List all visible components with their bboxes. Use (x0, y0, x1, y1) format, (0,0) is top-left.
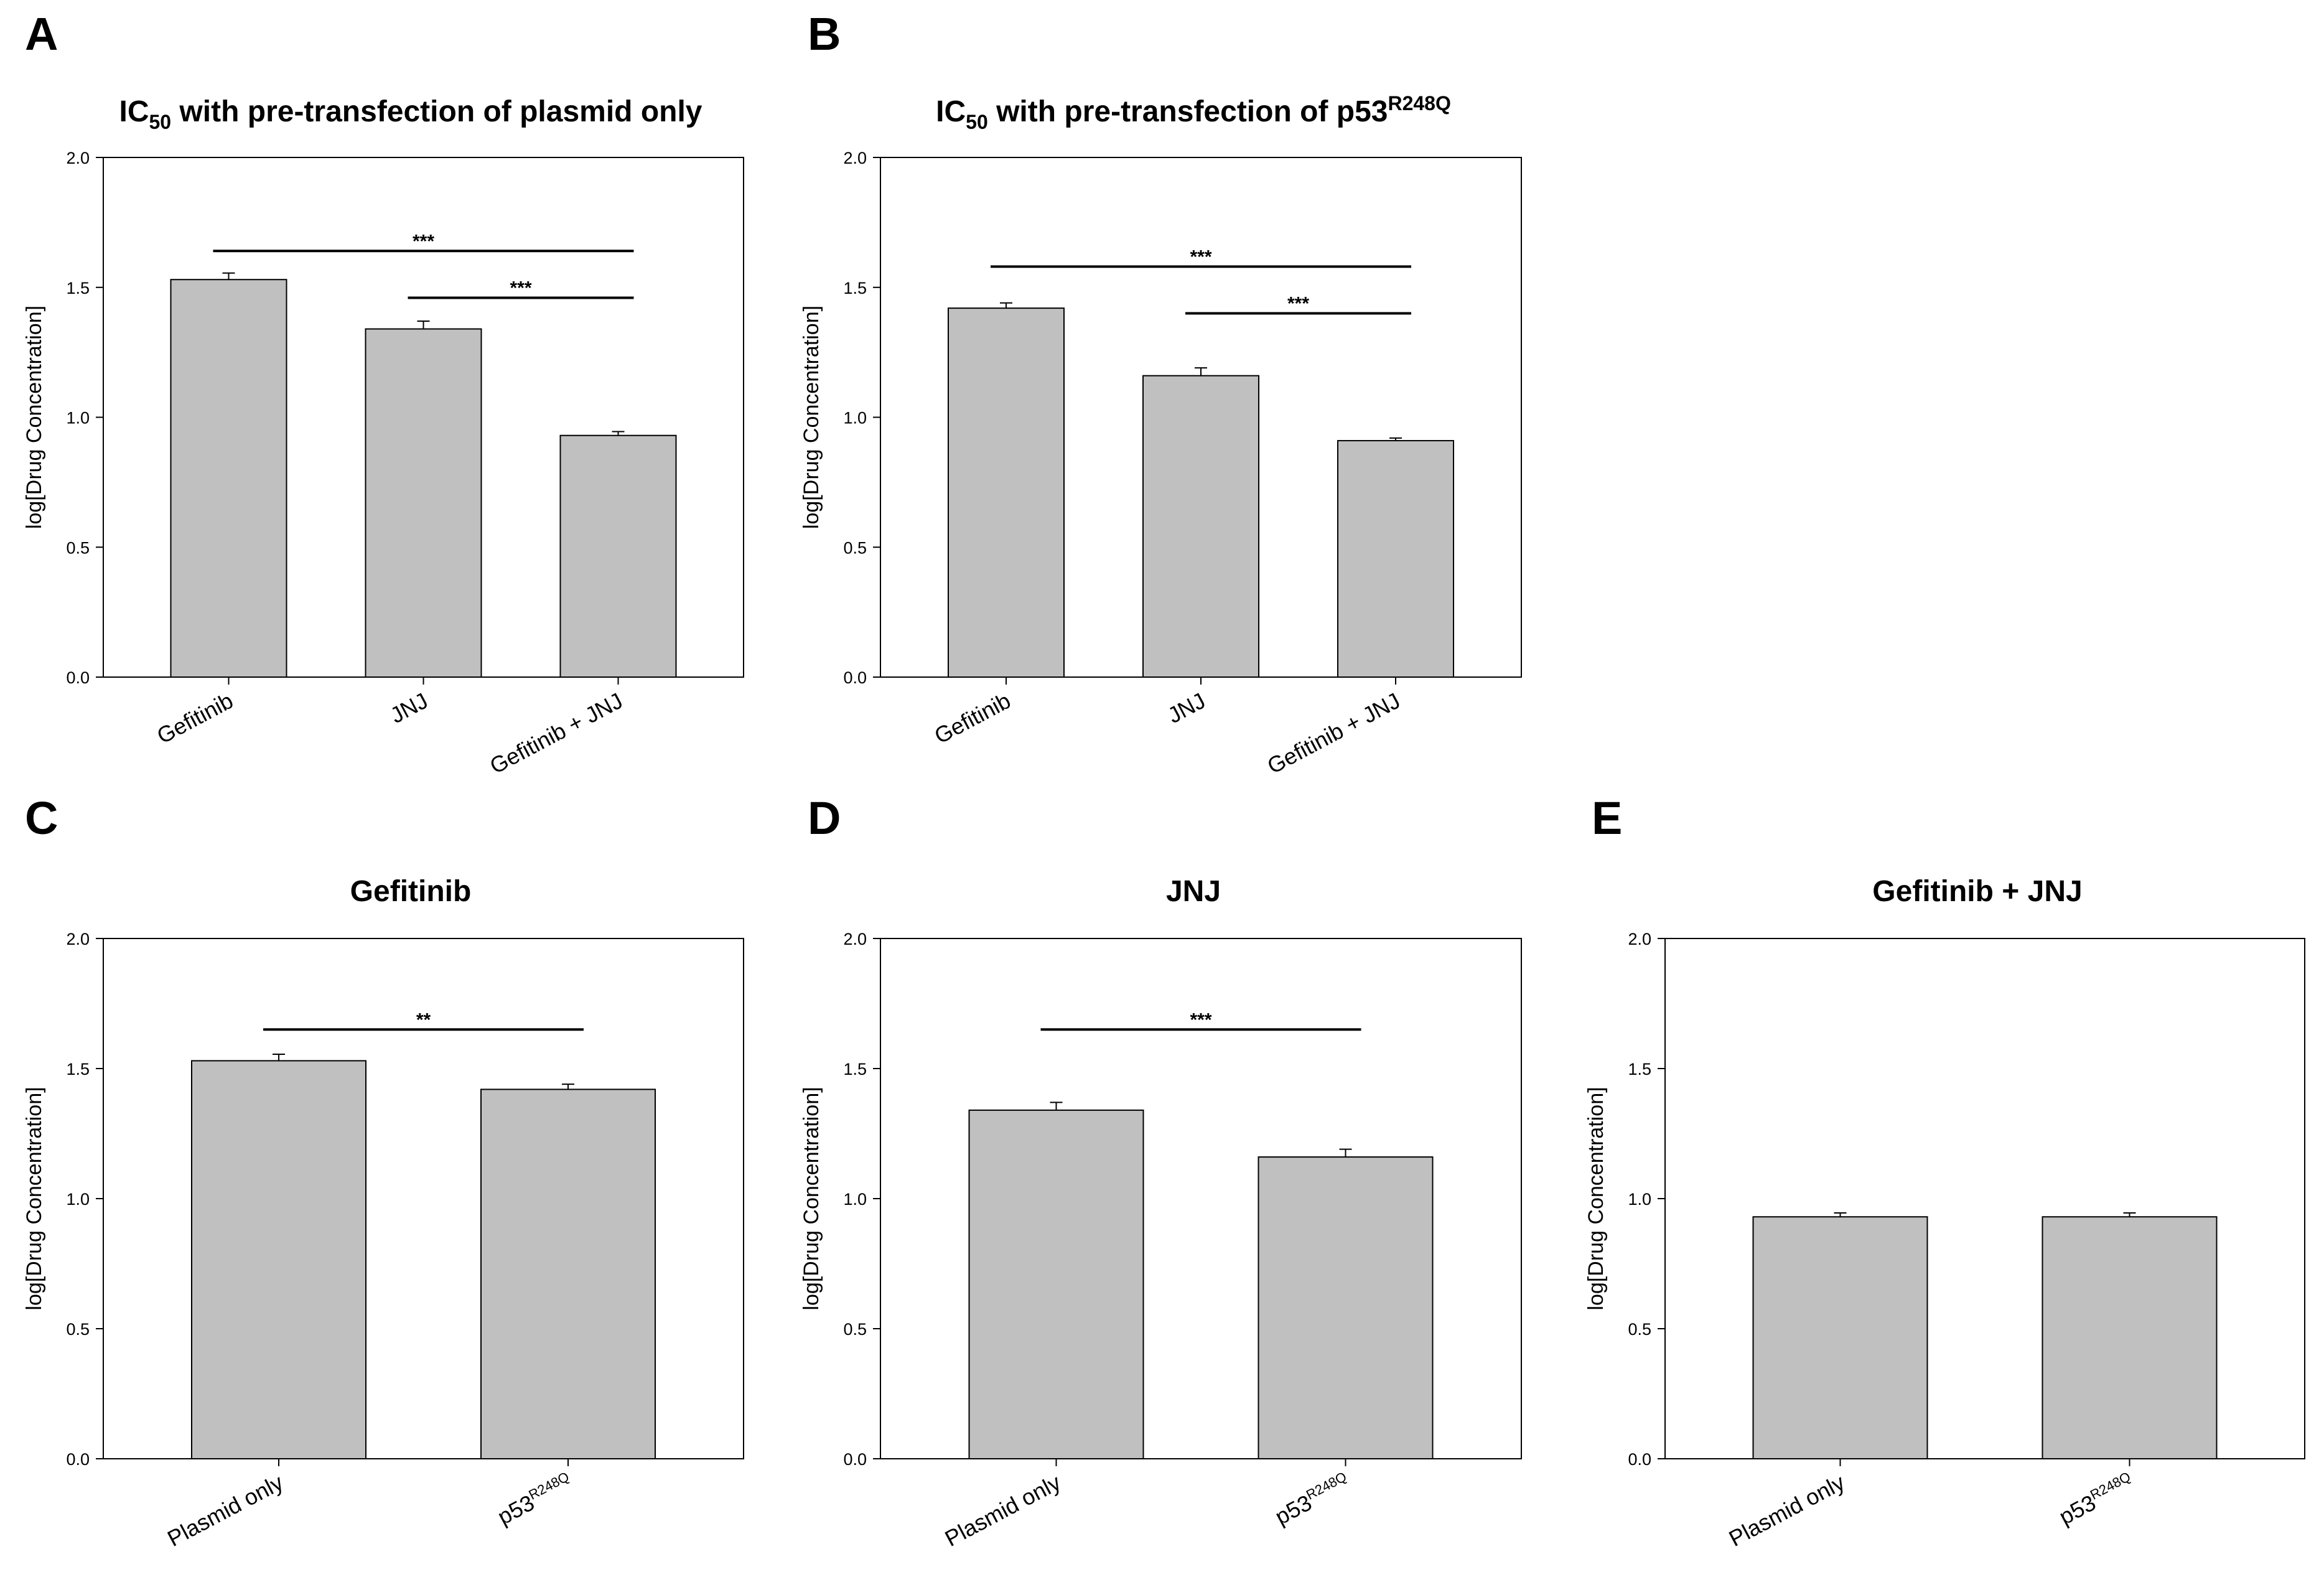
bar (191, 1060, 366, 1459)
category-label: Gefitinib (930, 688, 1015, 749)
y-tick-label: 1.5 (1628, 1060, 1651, 1079)
bar (2042, 1216, 2218, 1459)
panel-letter: C (25, 792, 58, 844)
panel-a: A IC50 with pre-transfection of plasmid o… (22, 8, 744, 779)
panel-title: JNJ (1166, 875, 1221, 908)
panel-d: D JNJ 0.0 0.5 1.0 1.5 2.0 log[Drug Concentratio… (800, 792, 1522, 1551)
category-text: JNJ (386, 688, 432, 728)
category-text: Plasmid only (941, 1469, 1065, 1551)
panel-letter: E (1592, 792, 1622, 844)
y-axis-label: log[Drug Concentration] (1584, 1087, 1608, 1310)
category-label: Plasmid only (1725, 1469, 1849, 1551)
category-label: Gefitinib + JNJ (1263, 688, 1404, 779)
title-text: Gefitinib (350, 875, 472, 908)
y-tick-label: 1.0 (66, 409, 90, 428)
y-tick-label: 0.0 (66, 1450, 90, 1469)
y-tick-label: 0.5 (1628, 1320, 1651, 1339)
panel-letter: B (808, 8, 841, 60)
category-text: Gefitinib (930, 688, 1015, 749)
panel-title: IC50 with pre-transfection of plasmid on… (119, 95, 702, 133)
y-tick-label: 2.0 (843, 930, 867, 948)
category-label: p53R248Q (1271, 1469, 1354, 1530)
panel-c: C Gefitinib 0.0 0.5 1.0 1.5 2.0 log[Drug Concen… (22, 792, 744, 1551)
y-axis-label: log[Drug Concentration] (800, 1087, 823, 1310)
y-tick-label: 1.0 (66, 1190, 90, 1209)
y-tick-label: 1.5 (843, 279, 867, 297)
title-subscript: 50 (149, 111, 172, 133)
category-text: Plasmid only (163, 1469, 287, 1551)
panel-letter: D (808, 792, 841, 844)
y-axis-label: log[Drug Concentration] (800, 306, 823, 529)
title-text: with pre-transfection of p53 (988, 95, 1388, 128)
y-tick-label: 0.0 (843, 1450, 867, 1469)
y-tick-label: 2.0 (66, 149, 90, 167)
panel-letter: A (25, 8, 58, 60)
category-label: p53R248Q (493, 1469, 576, 1530)
y-tick-label: 1.0 (843, 409, 867, 428)
significance-label: *** (1287, 294, 1309, 314)
category-text: Gefitinib + JNJ (1263, 688, 1404, 779)
y-axis-label: log[Drug Concentration] (22, 1087, 46, 1310)
category-label: Gefitinib + JNJ (485, 688, 627, 779)
title-subscript: 50 (966, 111, 988, 133)
y-tick-label: 0.0 (1628, 1450, 1651, 1469)
y-tick-label: 1.5 (66, 1060, 90, 1079)
significance-label: *** (413, 231, 434, 251)
panel-b: B IC50 with pre-transfection of p53R248Q 0… (800, 8, 1522, 779)
y-tick-label: 1.0 (1628, 1190, 1651, 1209)
bar (1142, 375, 1259, 678)
y-tick-label: 2.0 (66, 930, 90, 948)
bar (365, 328, 482, 678)
category-superscript: R248Q (2088, 1469, 2133, 1503)
category-label: p53R248Q (2055, 1469, 2138, 1530)
bar (948, 307, 1065, 678)
title-text: JNJ (1166, 875, 1221, 908)
category-text: Gefitinib + JNJ (485, 688, 627, 779)
title-prefix: IC (936, 95, 966, 128)
y-tick-label: 2.0 (1628, 930, 1651, 948)
title-prefix: IC (119, 95, 149, 128)
bar (559, 434, 677, 678)
panel-title: Gefitinib (350, 875, 472, 908)
bar (968, 1109, 1144, 1459)
bar (170, 279, 287, 678)
title-text: Gefitinib + JNJ (1872, 875, 2082, 908)
y-tick-label: 0.5 (66, 1320, 90, 1339)
panel-e: E Gefitinib + JNJ 0.0 0.5 1.0 1.5 2.0 log[Drug … (1584, 792, 2305, 1551)
bar (1752, 1216, 1928, 1459)
y-tick-label: 2.0 (843, 149, 867, 167)
bar (1337, 440, 1454, 678)
category-text: Gefitinib (152, 688, 237, 749)
category-label: JNJ (386, 688, 432, 728)
category-label: JNJ (1164, 688, 1210, 728)
y-tick-label: 0.5 (66, 538, 90, 557)
category-label: Gefitinib (152, 688, 237, 749)
significance-label: ** (416, 1009, 431, 1030)
category-label: Plasmid only (941, 1469, 1065, 1551)
y-tick-label: 0.0 (66, 668, 90, 687)
category-text: Plasmid only (1725, 1469, 1849, 1551)
panel-title: IC50 with pre-transfection of p53R248Q (936, 92, 1451, 133)
y-axis-label: log[Drug Concentration] (22, 306, 46, 529)
y-tick-label: 1.0 (843, 1190, 867, 1209)
title-superscript: R248Q (1388, 92, 1450, 115)
category-text: JNJ (1164, 688, 1210, 728)
bar (480, 1088, 656, 1459)
category-label: Plasmid only (163, 1469, 287, 1551)
y-tick-label: 0.0 (843, 668, 867, 687)
title-text: with pre-transfection of plasmid only (171, 95, 702, 128)
category-superscript: R248Q (526, 1469, 571, 1503)
bar (1258, 1156, 1434, 1459)
significance-label: *** (1190, 1009, 1211, 1030)
y-tick-label: 0.5 (843, 538, 867, 557)
y-tick-label: 0.5 (843, 1320, 867, 1339)
category-superscript: R248Q (1304, 1469, 1349, 1503)
y-tick-label: 1.5 (843, 1060, 867, 1079)
y-tick-label: 1.5 (66, 279, 90, 297)
panel-title: Gefitinib + JNJ (1872, 875, 2082, 908)
significance-label: *** (510, 278, 531, 298)
significance-label: *** (1190, 246, 1211, 267)
